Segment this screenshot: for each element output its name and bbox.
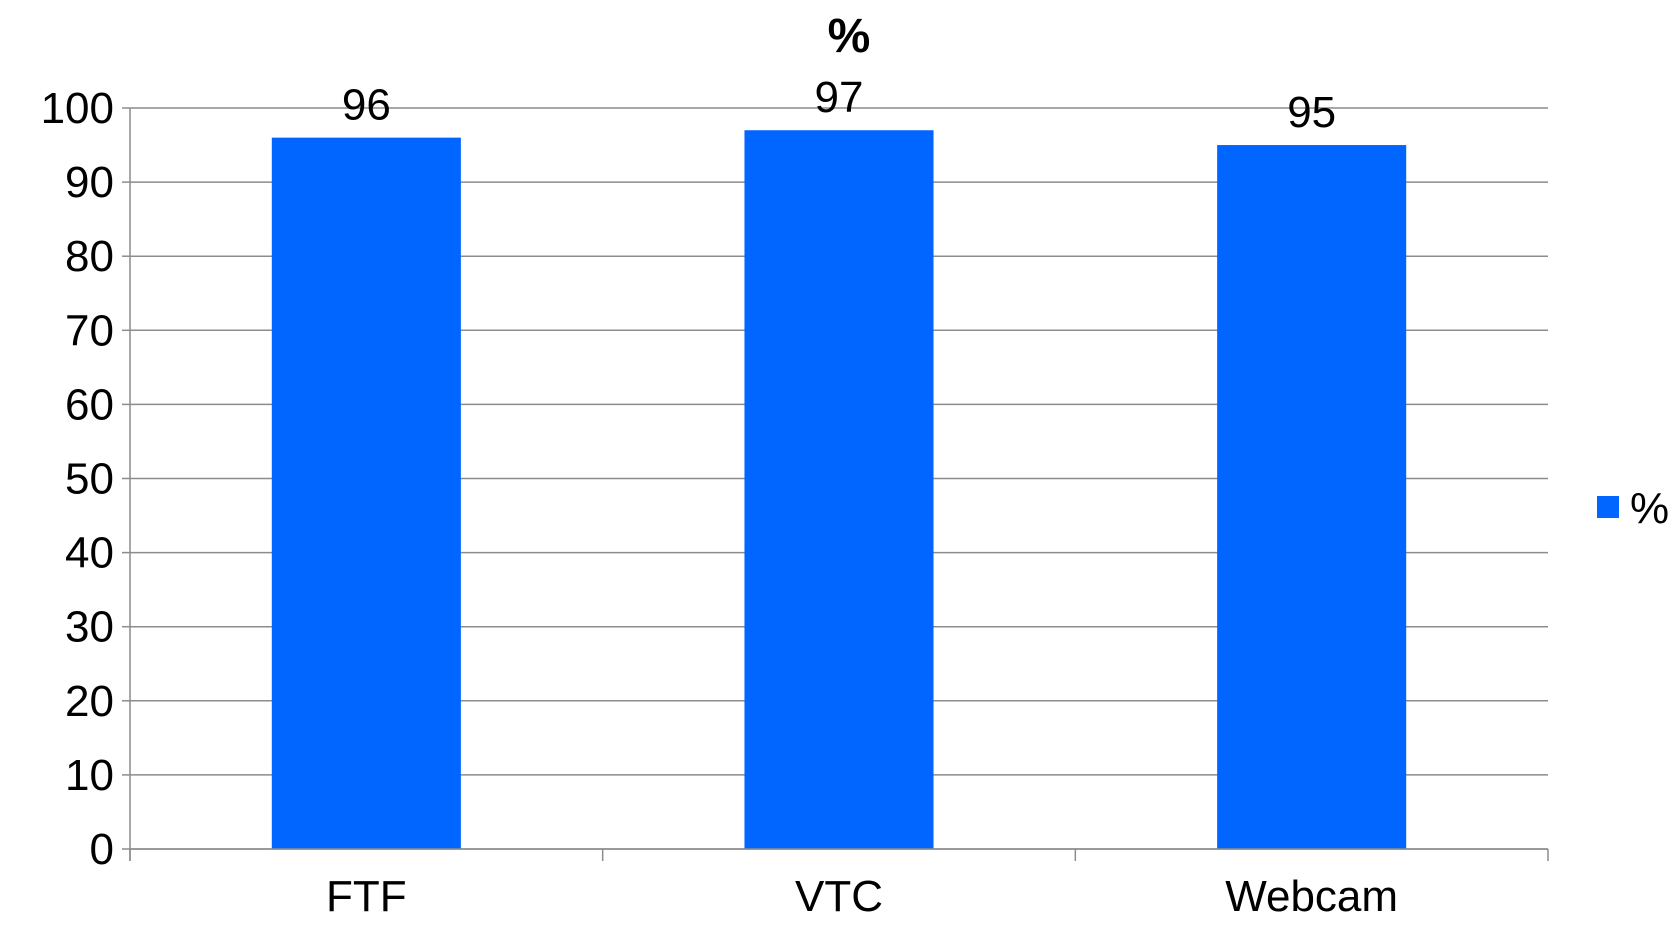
x-category-label: FTF — [326, 872, 407, 921]
data-label: 96 — [342, 81, 391, 130]
x-axis: FTF VTC Webcam — [129, 848, 1549, 921]
y-axis-ticks: 0 10 20 30 40 50 60 70 80 90 100 — [41, 84, 131, 874]
bar — [271, 137, 461, 849]
x-category-label: Webcam — [1225, 872, 1398, 921]
y-tick-label: 50 — [65, 455, 114, 504]
legend-swatch — [1597, 496, 1619, 518]
legend-label: % — [1630, 484, 1669, 533]
y-tick-label: 30 — [65, 603, 114, 652]
bar — [744, 130, 934, 850]
bar — [1217, 145, 1407, 850]
legend: % — [1597, 484, 1669, 533]
y-tick-label: 60 — [65, 380, 114, 429]
y-tick-label: 100 — [41, 84, 114, 133]
y-tick-label: 80 — [65, 232, 114, 281]
y-tick-label: 70 — [65, 306, 114, 355]
x-category-label: VTC — [795, 872, 883, 921]
y-tick-label: 90 — [65, 158, 114, 207]
y-tick-label: 40 — [65, 529, 114, 578]
y-tick-label: 10 — [65, 751, 114, 800]
y-tick-label: 20 — [65, 677, 114, 726]
data-label: 95 — [1287, 88, 1336, 137]
chart-title: % — [828, 10, 871, 63]
data-label: 97 — [815, 73, 864, 122]
bars: 96 97 95 — [271, 73, 1407, 850]
y-tick-label: 0 — [90, 825, 114, 874]
